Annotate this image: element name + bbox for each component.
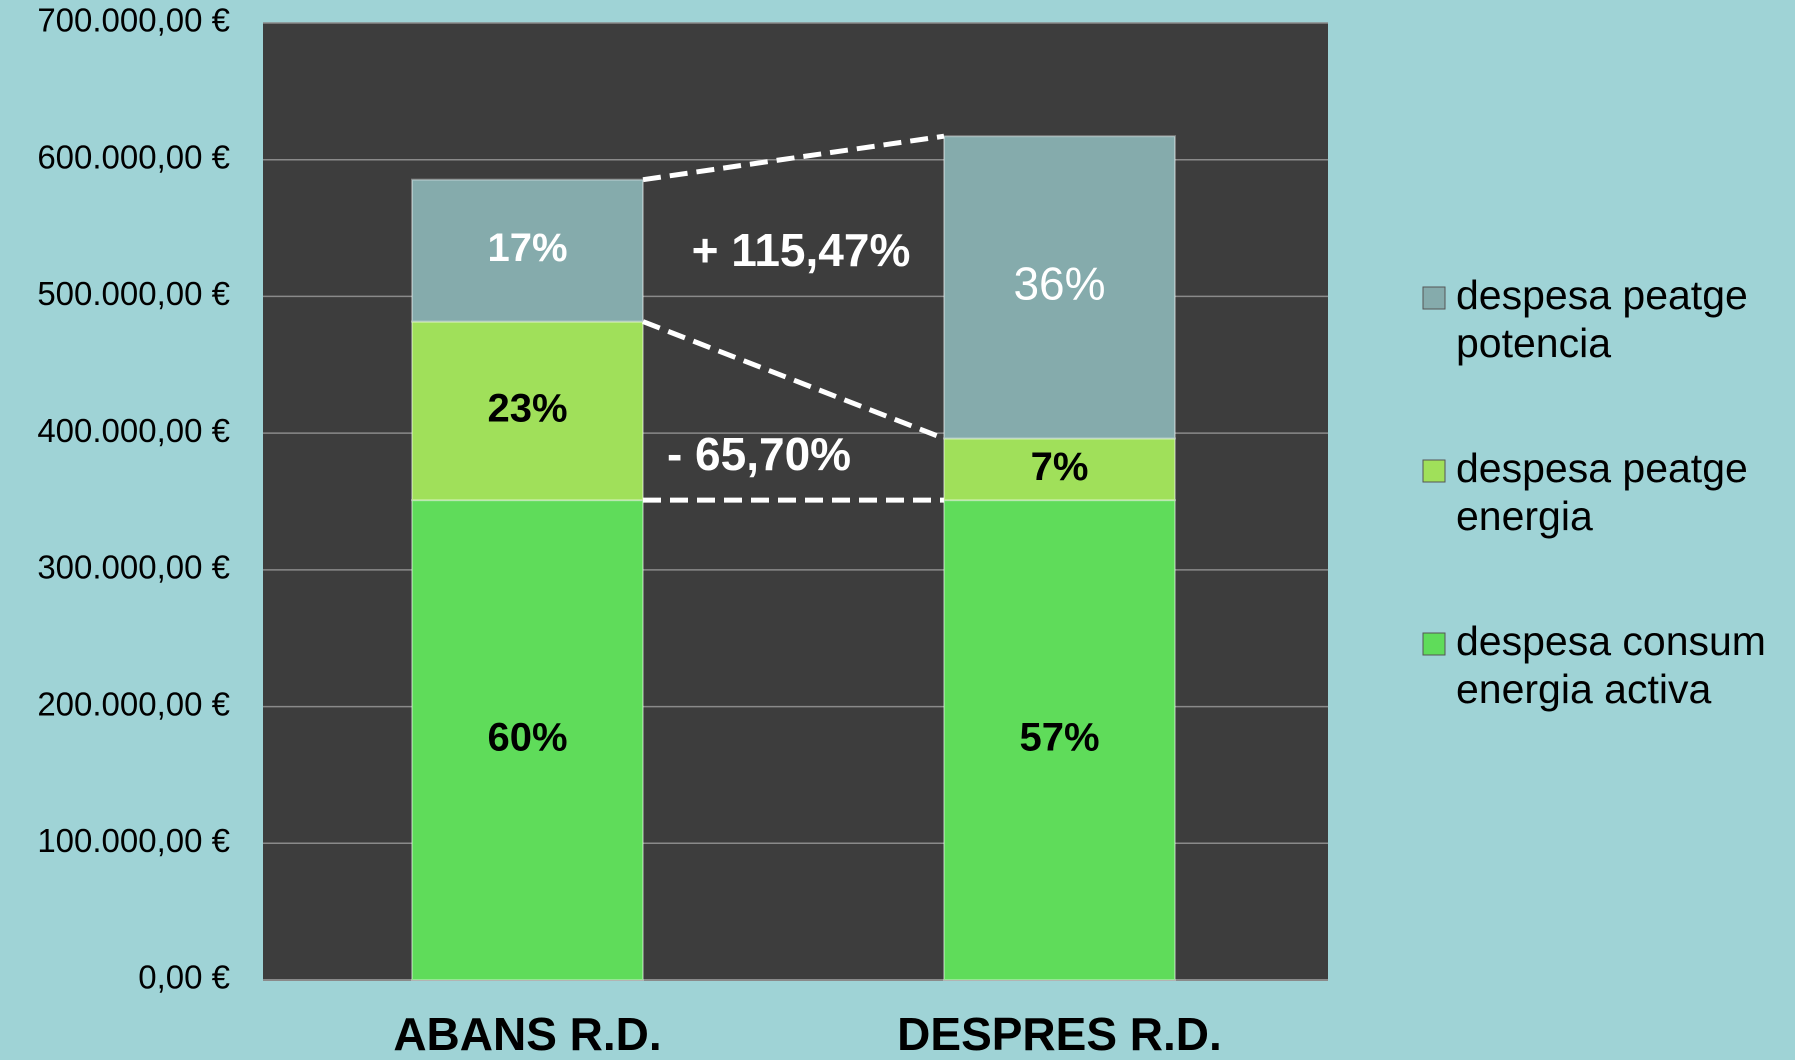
y-tick-label: 300.000,00 €: [37, 549, 230, 586]
bar-label: 7%: [1031, 445, 1089, 489]
legend-swatch: [1422, 459, 1446, 483]
annotation: - 65,70%: [667, 428, 851, 480]
legend-label: despesa consum energia activa: [1456, 618, 1766, 712]
annotation: + 115,47%: [692, 224, 911, 276]
bar-label: 23%: [487, 386, 567, 430]
bar-label: 17%: [487, 226, 567, 270]
legend-label: despesa peatge potencia: [1456, 272, 1748, 366]
legend-swatch: [1422, 286, 1446, 310]
y-tick-label: 0,00 €: [138, 959, 230, 996]
bar-segment: [943, 135, 1176, 440]
bar-segment: [943, 437, 1176, 502]
x-tick-label: DESPRES R.D.: [897, 1008, 1222, 1060]
y-tick-label: 200.000,00 €: [37, 685, 230, 722]
bar-label: 57%: [1019, 716, 1099, 760]
bar-label: 36%: [1013, 257, 1105, 309]
y-tick-label: 700.000,00 €: [37, 2, 230, 39]
y-tick-label: 100.000,00 €: [37, 822, 230, 859]
bar-label: 60%: [487, 716, 567, 760]
bar-segment: [411, 499, 644, 981]
y-tick-label: 400.000,00 €: [37, 412, 230, 449]
y-tick-label: 600.000,00 €: [37, 138, 230, 175]
x-tick-label: ABANS R.D.: [393, 1008, 661, 1060]
bar-segment: [411, 178, 644, 323]
legend-swatch: [1422, 632, 1446, 656]
connector: [642, 133, 945, 183]
bar-segment: [411, 320, 644, 502]
legend-label: despesa peatge energia: [1456, 445, 1748, 539]
bar-segment: [943, 499, 1176, 981]
y-tick-label: 500.000,00 €: [37, 275, 230, 312]
